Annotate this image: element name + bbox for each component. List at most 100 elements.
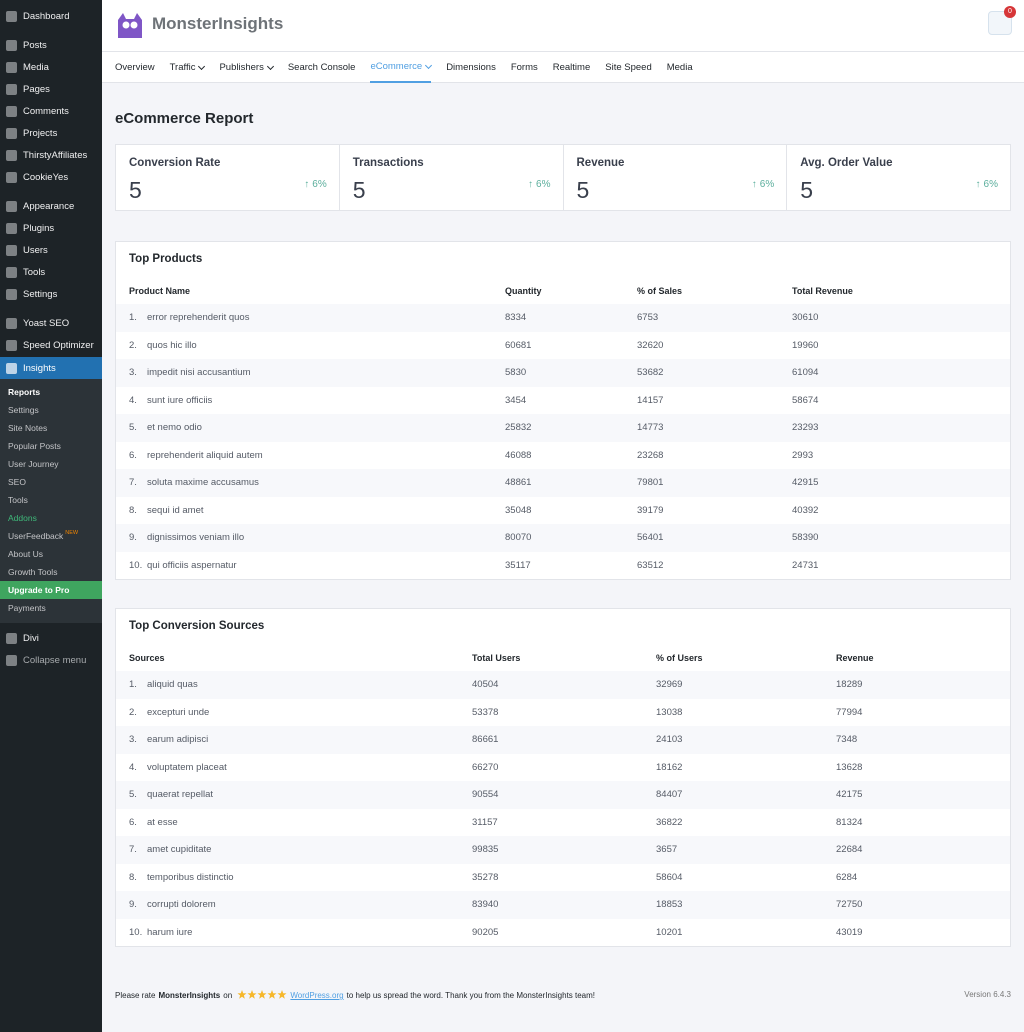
cell: 6284	[836, 871, 858, 883]
rank: 8.	[129, 871, 137, 883]
menu-item[interactable]: Pages	[0, 78, 102, 100]
cell: 35278	[472, 871, 499, 883]
submenu-item[interactable]: About Us	[0, 545, 102, 563]
submenu-item[interactable]: Reports	[0, 383, 102, 401]
menu-item[interactable]: Appearance	[0, 195, 102, 217]
table-title: Top Conversion Sources	[129, 620, 265, 632]
name: corrupti dolorem	[147, 899, 216, 911]
tab[interactable]: Traffic	[170, 52, 206, 83]
rank: 5.	[129, 422, 137, 434]
dropdown-icon	[266, 62, 274, 70]
cell: 90554	[471, 781, 655, 809]
table-row: 1. aliquid quas 40504 32969 18289	[116, 671, 1010, 699]
tab[interactable]: Dimensions	[446, 52, 496, 83]
tab[interactable]: Search Console	[288, 52, 356, 83]
notifications[interactable]: 0	[988, 6, 1016, 35]
table-row: 7. soluta maxime accusamus 48861 79801 42915	[116, 469, 1010, 497]
menu-item[interactable]: Projects	[0, 122, 102, 144]
submenu-label: Upgrade to Pro	[8, 585, 70, 595]
cell: 84407	[655, 781, 835, 809]
collapse-menu[interactable]: Collapse menu	[0, 649, 102, 671]
tab[interactable]: Realtime	[553, 52, 591, 83]
tab[interactable]: Forms	[511, 52, 538, 83]
menu-item[interactable]: Tools	[0, 261, 102, 283]
tab-label: Media	[666, 62, 693, 73]
name: harum iure	[147, 926, 193, 938]
tab-label: Realtime	[552, 62, 591, 73]
tab[interactable]: Overview	[115, 52, 155, 83]
submenu-label: Addons	[8, 513, 37, 523]
tab-label: Dimensions	[446, 62, 496, 73]
menu-item-active[interactable]: Insights	[0, 357, 102, 379]
submenu-item[interactable]: Addons	[0, 509, 102, 527]
admin-sidebar: Dashboard Posts Media Pages Comments Projects…	[0, 0, 102, 1032]
table-title: Top Products	[129, 253, 203, 265]
submenu-item[interactable]: SEO	[0, 473, 102, 491]
table-row: 2. quos hic illo 60681 32620 19960	[116, 332, 1010, 360]
cell: 25832	[504, 414, 636, 442]
tab-label: Forms	[510, 62, 538, 73]
table-row: 5. quaerat repellat 90554 84407 42175	[116, 781, 1010, 809]
submenu-item[interactable]: Growth Tools	[0, 563, 102, 581]
cell: 32969	[655, 671, 835, 699]
cell: 99835	[471, 836, 655, 864]
menu-item[interactable]: Divi	[0, 627, 102, 649]
tab[interactable]: Media	[667, 52, 693, 83]
cell: 8334	[504, 304, 636, 332]
submenu: Reports Settings Site Notes Popular Posts Us…	[0, 379, 102, 623]
footer: Please rate MonsterInsights on WordPress.o…	[115, 990, 598, 1000]
submenu-item[interactable]: User Journey	[0, 455, 102, 473]
submenu-item[interactable]: Payments	[0, 599, 102, 617]
stat-label: Revenue	[576, 157, 625, 169]
cell: 30610	[791, 304, 1010, 332]
submenu-item[interactable]: Popular Posts	[0, 437, 102, 455]
cell: 13038	[656, 706, 683, 718]
data-table: Sources Total Users % of Users Revenue 1. ali…	[116, 644, 1010, 946]
menu-item[interactable]: Media	[0, 56, 102, 78]
menu-item[interactable]: Users	[0, 239, 102, 261]
tab[interactable]: eCommerce	[370, 52, 433, 83]
menu-item[interactable]: Settings	[0, 283, 102, 305]
submenu-item[interactable]: Tools	[0, 491, 102, 509]
cell: 7348	[835, 726, 1010, 754]
footer-link[interactable]: WordPress.org	[290, 991, 344, 1000]
table-card: Top Products Product Name Quantity % of Sal…	[115, 241, 1011, 580]
menu-item[interactable]: Dashboard	[0, 5, 102, 27]
rank: 3.	[129, 367, 137, 379]
submenu-item[interactable]: UserFeedback NEW	[0, 527, 102, 545]
menu-item[interactable]: Yoast SEO	[0, 312, 102, 334]
name: et nemo odio	[147, 422, 202, 434]
menu-item[interactable]: Speed Optimizer	[0, 334, 102, 356]
table-row: 4. sunt iure officiis 3454 14157 58674	[116, 387, 1010, 415]
menu-item[interactable]: Comments	[0, 100, 102, 122]
name: sunt iure officiis	[147, 394, 213, 406]
stat-change: 6%	[976, 179, 998, 190]
submenu-item[interactable]: Settings	[0, 401, 102, 419]
cell: 4. voluptatem placeat	[116, 754, 471, 782]
cell: 58674	[792, 394, 819, 406]
tab-label: Site Speed	[605, 62, 652, 73]
name: earum adipisci	[147, 734, 209, 746]
cell: 46088	[505, 449, 532, 461]
report-title: eCommerce Report	[115, 110, 254, 127]
submenu-item[interactable]: Site Notes	[0, 419, 102, 437]
rank: 3.	[129, 734, 137, 746]
rank: 1.	[129, 679, 137, 691]
menu-item[interactable]: CookieYes	[0, 166, 102, 188]
table-row: 10. qui officiis aspernatur 35117 63512 2473…	[116, 552, 1010, 580]
menu-item[interactable]: ThirstyAffiliates	[0, 144, 102, 166]
menu-item[interactable]: Posts	[0, 34, 102, 56]
cell: 10. qui officiis aspernatur	[116, 552, 504, 580]
tab[interactable]: Publishers	[219, 52, 274, 83]
rank: 10.	[129, 559, 143, 571]
submenu-item[interactable]: Upgrade to Pro	[0, 581, 102, 599]
cell: 5830	[504, 359, 636, 387]
menu-item[interactable]: Plugins	[0, 217, 102, 239]
table-row: 4. voluptatem placeat 66270 18162 13628	[116, 754, 1010, 782]
tab[interactable]: Site Speed	[605, 52, 651, 83]
submenu-label: About Us	[8, 549, 43, 559]
cell: 31157	[472, 816, 498, 828]
submenu-label: Reports	[8, 387, 41, 397]
cell: 86661	[471, 726, 655, 754]
